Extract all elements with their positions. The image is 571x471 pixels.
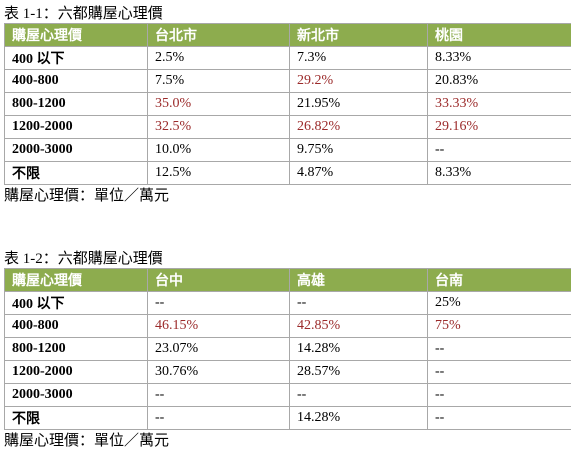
column-header: 台中	[147, 268, 290, 292]
table-row: 不限 -- 14.28% --	[4, 406, 571, 430]
table-row: 800-1200 23.07% 14.28% --	[4, 337, 571, 361]
price-table-2: 購屋心理價 台中 高雄 台南 400 以下 -- -- 25% 400-800 46.15…	[4, 268, 571, 430]
table-cell: 12.5%	[147, 161, 290, 185]
row-label: 800-1200	[4, 92, 148, 116]
table-row: 不限 12.5% 4.87% 8.33%	[4, 161, 571, 185]
table-cell: 7.3%	[289, 46, 428, 70]
table-row: 400-800 46.15% 42.85% 75%	[4, 314, 571, 338]
table-cell: 21.95%	[289, 92, 428, 116]
table-cell: --	[427, 406, 571, 430]
column-header: 台北市	[147, 23, 290, 47]
table-cell: 30.76%	[147, 360, 290, 384]
table-row: 400 以下 2.5% 7.3% 8.33%	[4, 46, 571, 70]
table-cell: 9.75%	[289, 138, 428, 162]
table-cell: 8.33%	[427, 46, 571, 70]
table-cell: 14.28%	[289, 337, 428, 361]
column-header: 高雄	[289, 268, 428, 292]
table-cell: 26.82%	[289, 115, 428, 139]
table-row: 2000-3000 10.0% 9.75% --	[4, 138, 571, 162]
table-cell: --	[289, 383, 428, 407]
table-cell: --	[147, 291, 290, 315]
column-header: 台南	[427, 268, 571, 292]
table-cell: --	[427, 138, 571, 162]
table-header-row: 購屋心理價 台中 高雄 台南	[4, 268, 571, 292]
table-block-2: 表 1-2：六都購屋心理價 購屋心理價 台中 高雄 台南 400 以下 -- -- 2…	[4, 250, 571, 452]
table-cell: 20.83%	[427, 69, 571, 93]
table-cell: 35.0%	[147, 92, 290, 116]
table-cell: --	[147, 406, 290, 430]
table-cell: --	[427, 383, 571, 407]
row-label: 1200-2000	[4, 115, 148, 139]
table-row: 400 以下 -- -- 25%	[4, 291, 571, 315]
row-label: 400 以下	[4, 46, 148, 70]
row-label: 400-800	[4, 314, 148, 338]
table-cell: 29.16%	[427, 115, 571, 139]
column-header: 購屋心理價	[4, 268, 148, 292]
table-cell: 4.87%	[289, 161, 428, 185]
row-label: 400-800	[4, 69, 148, 93]
table-row: 400-800 7.5% 29.2% 20.83%	[4, 69, 571, 93]
table-cell: --	[289, 291, 428, 315]
table-cell: 75%	[427, 314, 571, 338]
row-label: 1200-2000	[4, 360, 148, 384]
column-header: 購屋心理價	[4, 23, 148, 47]
table-cell: 33.33%	[427, 92, 571, 116]
table-header-row: 購屋心理價 台北市 新北市 桃園	[4, 23, 571, 47]
table-row: 1200-2000 32.5% 26.82% 29.16%	[4, 115, 571, 139]
table-cell: 46.15%	[147, 314, 290, 338]
table-cell: --	[147, 383, 290, 407]
table-cell: 32.5%	[147, 115, 290, 139]
row-label: 400 以下	[4, 291, 148, 315]
table-cell: --	[427, 337, 571, 361]
table-cell: 14.28%	[289, 406, 428, 430]
table-row: 2000-3000 -- -- --	[4, 383, 571, 407]
table-cell: 23.07%	[147, 337, 290, 361]
table-caption: 表 1-1：六都購屋心理價	[4, 6, 163, 22]
table-cell: --	[427, 360, 571, 384]
row-label: 不限	[4, 161, 148, 185]
table-cell: 2.5%	[147, 46, 290, 70]
table-cell: 42.85%	[289, 314, 428, 338]
table-row: 800-1200 35.0% 21.95% 33.33%	[4, 92, 571, 116]
table-row: 1200-2000 30.76% 28.57% --	[4, 360, 571, 384]
column-header: 新北市	[289, 23, 428, 47]
row-label: 2000-3000	[4, 383, 148, 407]
table-cell: 28.57%	[289, 360, 428, 384]
column-header: 桃園	[427, 23, 571, 47]
row-label: 不限	[4, 406, 148, 430]
table-cell: 29.2%	[289, 69, 428, 93]
table-note: 購屋心理價：單位／萬元	[4, 433, 170, 449]
table-cell: 25%	[427, 291, 571, 315]
price-table-1: 購屋心理價 台北市 新北市 桃園 400 以下 2.5% 7.3% 8.33% 400-…	[4, 23, 571, 185]
table-cell: 7.5%	[147, 69, 290, 93]
table-note: 購屋心理價：單位／萬元	[4, 188, 170, 204]
row-label: 2000-3000	[4, 138, 148, 162]
row-label: 800-1200	[4, 337, 148, 361]
table-cell: 8.33%	[427, 161, 571, 185]
table-cell: 10.0%	[147, 138, 290, 162]
table-block-1: 表 1-1：六都購屋心理價 購屋心理價 台北市 新北市 桃園 400 以下 2.5…	[4, 5, 571, 207]
table-caption: 表 1-2：六都購屋心理價	[4, 251, 163, 267]
